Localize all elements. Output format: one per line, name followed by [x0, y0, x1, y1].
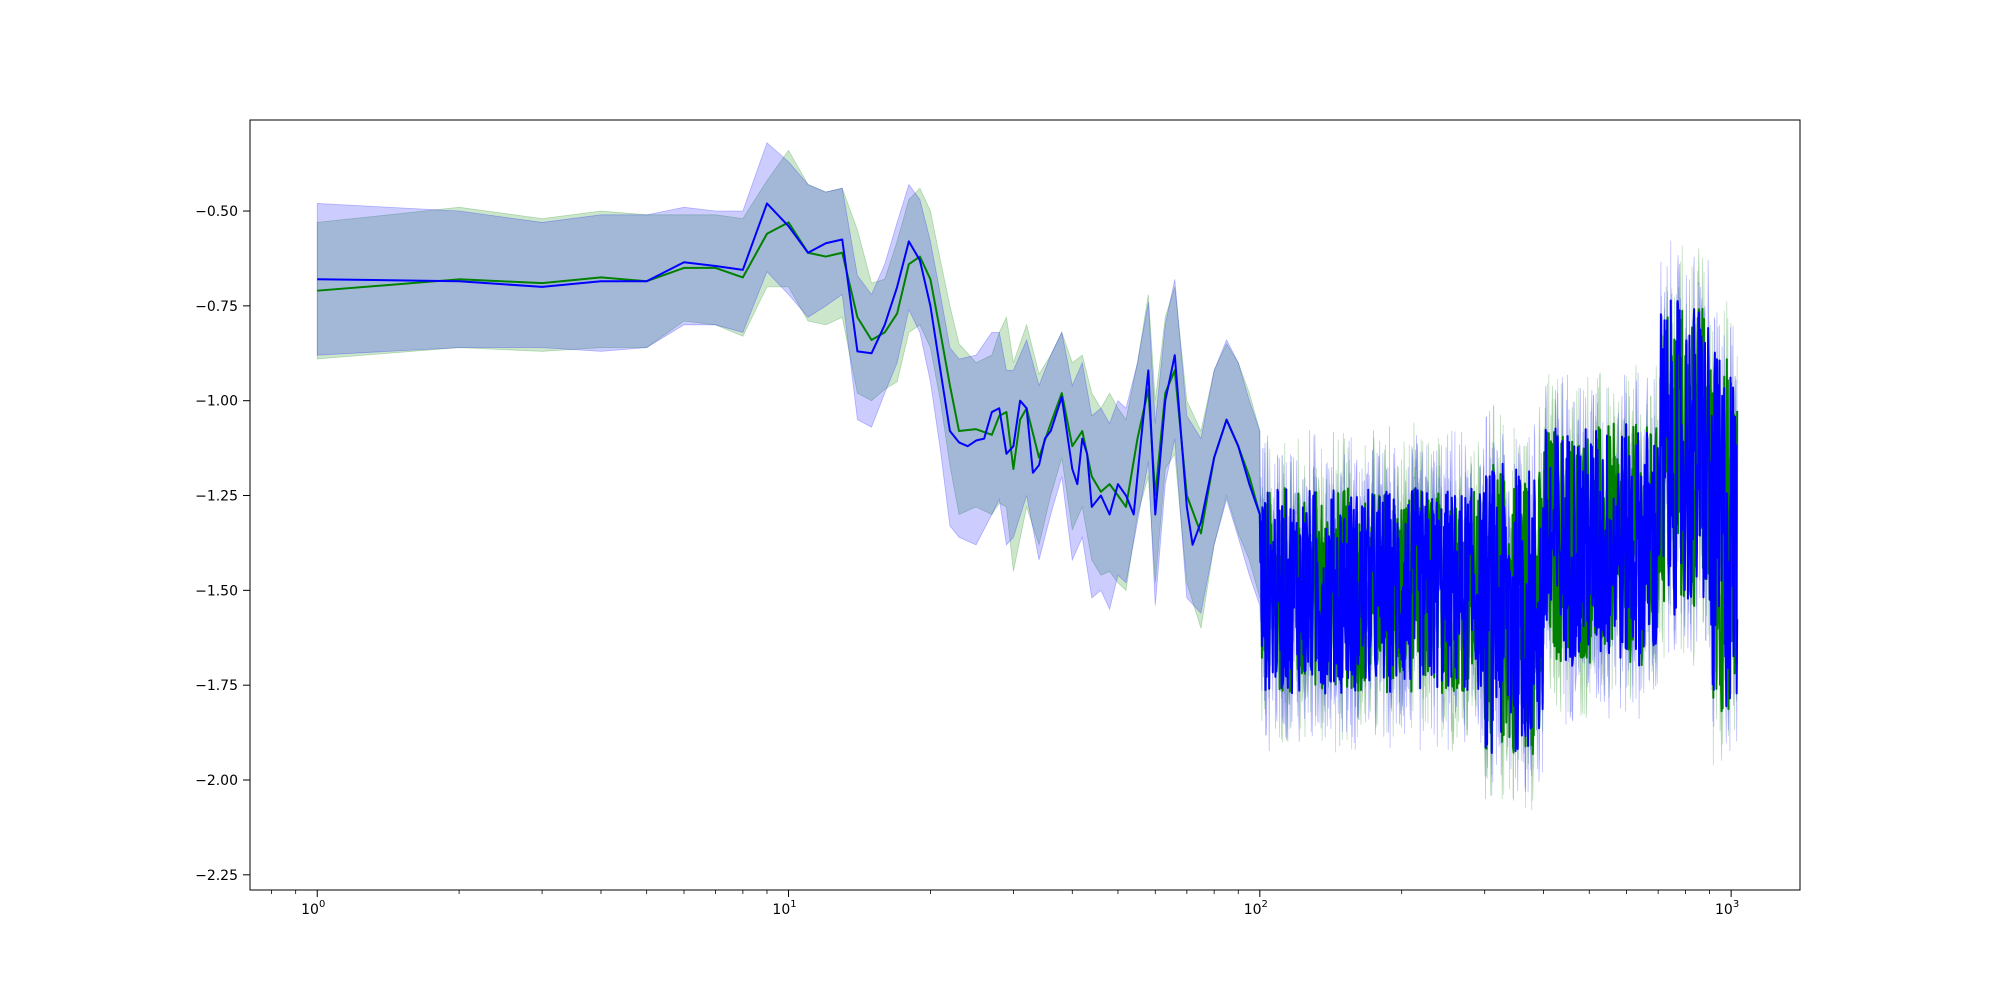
y-tick-label: −1.50 — [195, 583, 238, 599]
y-tick-label: −0.50 — [195, 204, 238, 220]
y-tick-label: −1.25 — [195, 489, 238, 505]
x-tick-label: 100 — [301, 899, 325, 918]
y-tick-label: −1.75 — [195, 678, 238, 694]
y-tick-label: −1.00 — [195, 394, 238, 410]
y-tick-label: −2.00 — [195, 773, 238, 789]
y-axis: −2.25 −2.00 −1.75 −1.50 −1.25 −1.00 −0.75 −0.50 — [195, 204, 250, 884]
x-tick-label: 102 — [1244, 899, 1268, 918]
y-tick-label: −0.75 — [195, 299, 238, 315]
x-tick-label: 103 — [1715, 899, 1739, 918]
y-tick-label: −2.25 — [195, 868, 238, 884]
x-tick-label: 101 — [772, 899, 796, 918]
x-axis: 100 101 102 103 — [272, 890, 1740, 918]
